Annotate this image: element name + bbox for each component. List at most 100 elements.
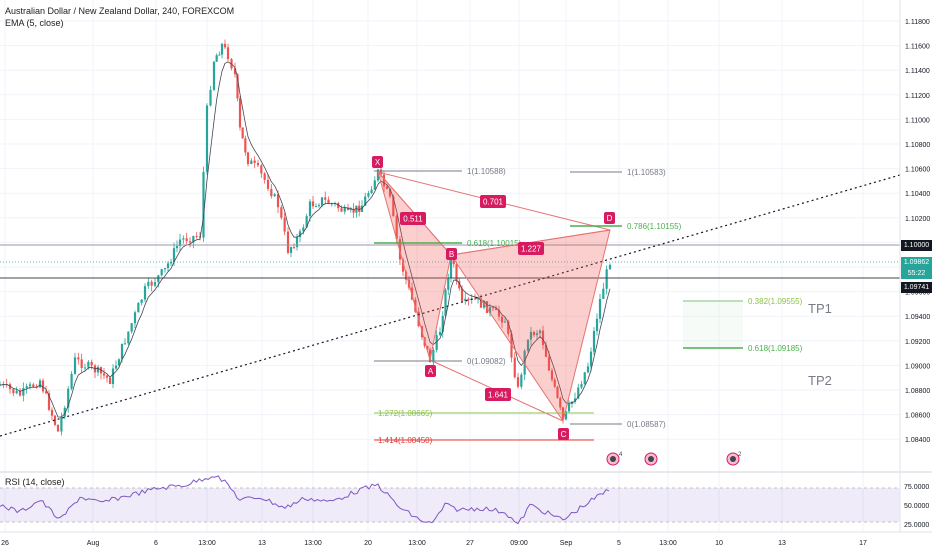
pattern-point-x[interactable]: X xyxy=(372,156,383,168)
candle-body xyxy=(577,387,580,399)
candle-body xyxy=(349,208,352,211)
candle-body xyxy=(280,207,283,218)
candle-body xyxy=(567,403,571,412)
ema-line xyxy=(0,61,611,418)
candle-body xyxy=(241,127,244,139)
svg-text:D: D xyxy=(607,214,613,223)
pattern-point-c[interactable]: C xyxy=(558,428,569,440)
time-axis[interactable]: 26 Aug 6 13:00 13 13:00 20 13:00 27 09:00 Sep 5 13:0… xyxy=(1,540,867,547)
candle-body xyxy=(215,55,218,62)
candle-body xyxy=(22,388,25,396)
price-tick-label: 1.09600 xyxy=(905,290,930,297)
candle-body xyxy=(44,391,48,394)
candle-body xyxy=(236,74,239,99)
candle-body xyxy=(292,247,296,249)
price-axis[interactable]: 1.11800 1.11600 1.11400 1.11200 1.11000 1.108… xyxy=(905,19,930,444)
svg-text:50.0000: 50.0000 xyxy=(904,503,929,510)
fib-label-tp-618: 0.618(1.09185) xyxy=(748,344,803,353)
candle-body xyxy=(67,388,70,408)
candle-body xyxy=(435,335,438,350)
price-tick-label: 1.08400 xyxy=(905,437,930,444)
candle-body xyxy=(32,384,35,387)
price-tick-label: 1.11800 xyxy=(905,19,930,26)
candle-body xyxy=(244,138,247,153)
candle-body xyxy=(130,323,133,332)
rsi-axis[interactable]: 75.0000 50.0000 25.0000 xyxy=(904,484,929,529)
candle-body xyxy=(337,203,340,209)
fib-label-x-top: 1(1.10588) xyxy=(467,167,506,176)
candle-body xyxy=(178,239,182,246)
candle-body xyxy=(185,238,188,242)
ratio-label-xd: 0.701 xyxy=(480,195,506,208)
svg-text:1.641: 1.641 xyxy=(488,391,509,400)
trend-line[interactable] xyxy=(0,174,901,437)
fib-set-right xyxy=(570,171,622,425)
candle-body xyxy=(123,343,127,345)
price-tick-label: 1.11600 xyxy=(905,44,930,51)
candle-body xyxy=(503,321,507,323)
candle-body xyxy=(360,205,364,212)
time-tick-label: 13:00 xyxy=(198,540,216,547)
candle-body xyxy=(182,238,185,240)
pattern-point-d[interactable]: D xyxy=(604,212,615,224)
pattern-point-a[interactable]: A xyxy=(425,365,436,377)
candle-body xyxy=(175,245,179,249)
svg-text:4: 4 xyxy=(619,452,623,458)
candle-body xyxy=(370,189,373,194)
candle-body xyxy=(273,194,276,197)
candle-body xyxy=(473,298,477,300)
candle-body xyxy=(367,193,370,197)
candle-body xyxy=(205,105,209,172)
chart-grid xyxy=(0,0,900,532)
price-tag-1.09741: 1.09741 xyxy=(901,282,932,293)
candle-body xyxy=(143,286,147,300)
candle-body xyxy=(50,409,54,416)
candle-body xyxy=(532,331,536,336)
candle-body xyxy=(573,398,577,402)
event-marker-icon[interactable] xyxy=(644,452,658,466)
candle-body xyxy=(12,389,15,394)
fib-label-a-zero: 0(1.09082) xyxy=(467,357,506,366)
candle-body xyxy=(559,397,562,408)
candle-body xyxy=(497,309,501,317)
time-tick-label: 20 xyxy=(364,540,372,547)
fib-label-d-top: 1(1.10583) xyxy=(627,168,666,177)
event-marker-icon[interactable]: 4 xyxy=(606,452,623,466)
event-marker-icon[interactable]: 2 xyxy=(726,452,742,466)
price-tag-1.10000: 1.10000 xyxy=(901,240,932,251)
candle-body xyxy=(314,206,318,208)
fib-label-d-786: 0.786(1.10155) xyxy=(627,222,682,231)
candle-body xyxy=(395,216,398,240)
candle-body xyxy=(608,264,612,270)
xabcd-pattern[interactable] xyxy=(377,171,611,423)
candle-body xyxy=(476,298,480,300)
candle-body xyxy=(449,254,453,278)
candle-body xyxy=(401,259,405,272)
price-tick-label: 1.08800 xyxy=(905,388,930,395)
candle-body xyxy=(83,367,87,369)
candle-body xyxy=(157,275,160,283)
candle-body xyxy=(41,380,45,392)
svg-text:0.511: 0.511 xyxy=(403,215,423,224)
price-tick-label: 1.08600 xyxy=(905,413,930,420)
candle-body xyxy=(320,197,324,206)
candle-body xyxy=(53,415,57,425)
candle-body xyxy=(598,298,602,319)
candle-body xyxy=(541,330,545,346)
candle-body xyxy=(63,407,66,417)
candle-body xyxy=(105,375,109,378)
candle-body xyxy=(102,373,106,376)
pattern-point-b[interactable]: B xyxy=(446,248,457,260)
rsi-pane xyxy=(0,475,900,525)
candle-body xyxy=(595,318,599,332)
candle-body xyxy=(485,301,489,313)
candle-body xyxy=(513,357,516,378)
candle-body xyxy=(263,173,266,180)
svg-text:A: A xyxy=(428,367,434,376)
candle-body xyxy=(266,179,270,189)
price-tick-label: 1.10400 xyxy=(905,191,930,198)
price-tick-label: 1.09200 xyxy=(905,339,930,346)
candle-body xyxy=(507,321,510,334)
time-tick-label: 13:00 xyxy=(304,540,322,547)
